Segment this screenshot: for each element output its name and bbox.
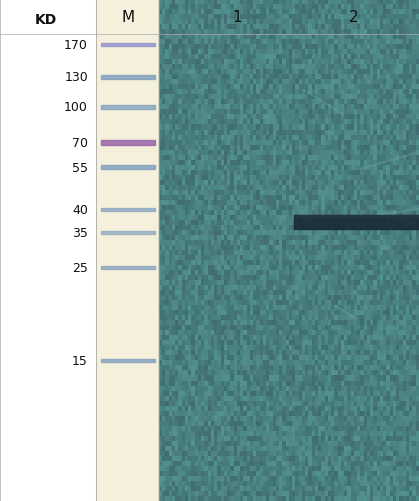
Text: 70: 70 — [72, 136, 88, 149]
Bar — [101, 231, 155, 234]
Text: M: M — [121, 10, 134, 25]
Bar — [96, 0, 159, 501]
Bar — [294, 216, 419, 218]
Bar — [101, 140, 155, 145]
Text: 100: 100 — [64, 101, 88, 114]
Text: 15: 15 — [72, 354, 88, 367]
Text: 2: 2 — [349, 10, 359, 25]
Text: 170: 170 — [64, 39, 88, 52]
Bar — [101, 209, 155, 212]
Bar — [159, 0, 419, 501]
Text: 55: 55 — [72, 161, 88, 174]
Text: 130: 130 — [64, 71, 88, 84]
Text: 1: 1 — [233, 10, 242, 25]
Bar — [0, 0, 96, 501]
Bar — [294, 216, 419, 230]
Bar — [101, 44, 155, 47]
Bar — [101, 166, 155, 170]
Text: 35: 35 — [72, 226, 88, 239]
Bar — [101, 267, 155, 270]
Bar — [101, 359, 155, 363]
Bar — [101, 76, 155, 79]
Text: 25: 25 — [72, 262, 88, 275]
Text: 40: 40 — [72, 204, 88, 217]
Bar — [101, 106, 155, 109]
Text: KD: KD — [35, 13, 57, 27]
